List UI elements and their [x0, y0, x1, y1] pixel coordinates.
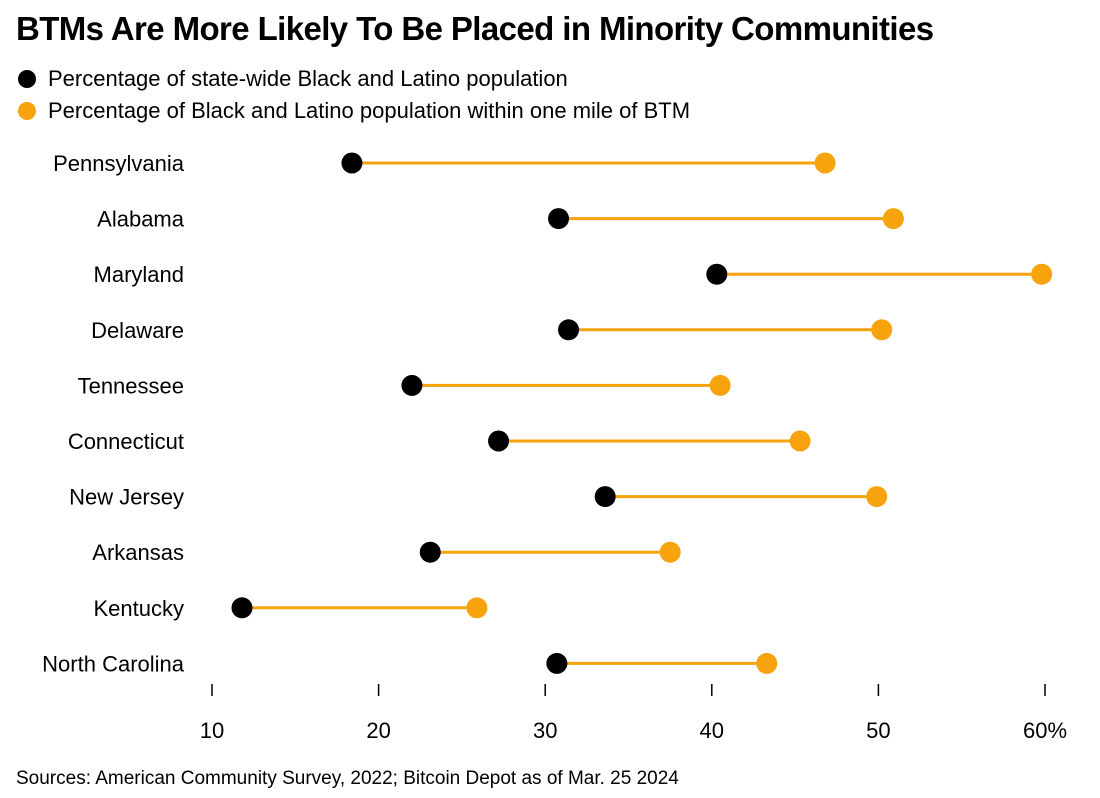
chart-title: BTMs Are More Likely To Be Placed in Min… — [16, 10, 934, 47]
x-tick-label: 60% — [1023, 718, 1067, 743]
btm-population-point — [866, 486, 888, 508]
btm-population-point — [466, 597, 488, 619]
category-label: New Jersey — [69, 485, 184, 510]
state-population-point — [546, 652, 568, 674]
category-label: Alabama — [97, 207, 185, 232]
btm-population-point — [1031, 263, 1053, 285]
btm-population-point — [659, 541, 681, 563]
category-label: Kentucky — [94, 596, 185, 621]
btm-population-point — [789, 430, 811, 452]
legend-label-btm: Percentage of Black and Latino populatio… — [48, 98, 691, 123]
btm-population-point — [709, 374, 731, 396]
state-population-point — [558, 319, 580, 341]
btm-population-point — [882, 208, 904, 230]
category-label: Delaware — [91, 318, 184, 343]
category-label: North Carolina — [42, 651, 185, 676]
category-label: Arkansas — [92, 540, 184, 565]
category-label: Connecticut — [68, 429, 184, 454]
category-label: Pennsylvania — [53, 151, 185, 176]
source-note: Sources: American Community Survey, 2022… — [16, 768, 679, 789]
state-population-point — [594, 486, 616, 508]
x-tick-label: 30 — [533, 718, 557, 743]
legend-dot-state — [18, 70, 36, 88]
legend-dot-btm — [18, 102, 36, 120]
btm-population-point — [871, 319, 893, 341]
x-tick-label: 50 — [866, 718, 890, 743]
btm-population-point — [814, 152, 836, 174]
btm-population-point — [756, 652, 778, 674]
state-population-point — [231, 597, 253, 619]
category-label: Maryland — [94, 262, 184, 287]
state-population-point — [401, 374, 423, 396]
legend-label-state: Percentage of state-wide Black and Latin… — [48, 66, 568, 91]
state-population-point — [548, 208, 570, 230]
state-population-point — [488, 430, 510, 452]
x-tick-label: 10 — [200, 718, 224, 743]
legend-item-state: Percentage of state-wide Black and Latin… — [18, 66, 568, 92]
category-label: Tennessee — [78, 373, 184, 398]
legend-item-btm: Percentage of Black and Latino populatio… — [18, 98, 690, 124]
x-tick-label: 40 — [700, 718, 724, 743]
state-population-point — [341, 152, 363, 174]
state-population-point — [419, 541, 441, 563]
x-tick-label: 20 — [366, 718, 390, 743]
state-population-point — [706, 263, 728, 285]
